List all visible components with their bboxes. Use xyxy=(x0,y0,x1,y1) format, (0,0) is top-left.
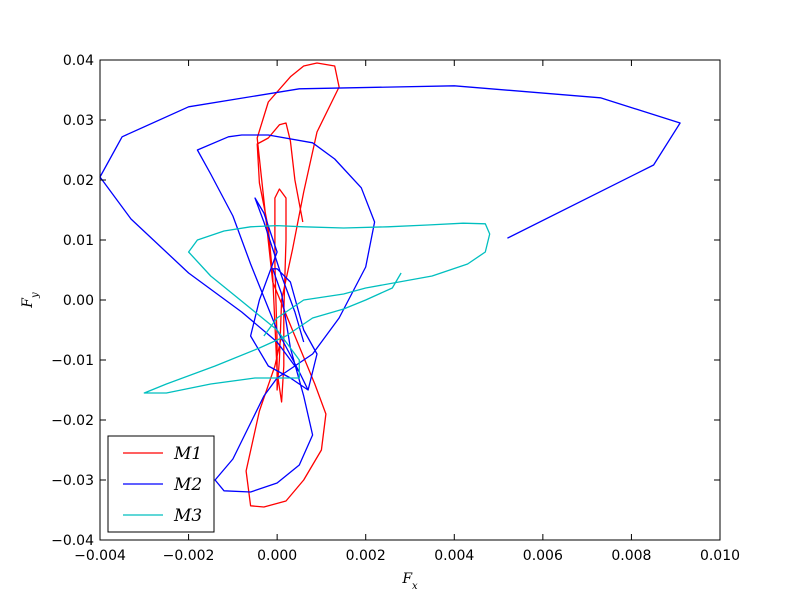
x-tick-label: 0.002 xyxy=(346,548,386,564)
y-tick-label: 0.04 xyxy=(63,53,94,69)
y-tick-label: −0.04 xyxy=(51,533,94,549)
y-tick-label: 0.01 xyxy=(63,233,94,249)
series-line-m3 xyxy=(143,222,491,394)
y-tick-label: −0.03 xyxy=(51,473,94,489)
y-tick-label: 0.02 xyxy=(63,173,94,189)
x-tick-label: 0.008 xyxy=(611,548,651,564)
x-tick-label: 0.010 xyxy=(700,548,740,564)
x-tick-label: −0.004 xyxy=(74,548,126,564)
legend-label-m2: M2 xyxy=(173,475,202,495)
y-tick-label: 0.03 xyxy=(63,113,94,129)
series-line-m1 xyxy=(245,62,340,508)
series-line-m2 xyxy=(99,85,681,493)
x-tick-label: −0.002 xyxy=(163,548,215,564)
y-tick-label: 0.00 xyxy=(63,293,94,309)
y-tick-label: −0.02 xyxy=(51,413,94,429)
ticks-layer: −0.004 −0.002 0.000 0.002 0.004 0.006 0.008 0.0… xyxy=(51,53,740,564)
plot-frame xyxy=(99,59,721,541)
legend: M1 M2 M3 xyxy=(107,435,215,533)
legend-label-m1: M1 xyxy=(173,444,202,464)
y-tick-label: −0.01 xyxy=(51,353,94,369)
legend-label-m3: M3 xyxy=(173,506,202,526)
x-tick-label: 0.004 xyxy=(434,548,474,564)
x-tick-label: 0.000 xyxy=(257,548,297,564)
x-tick-label: 0.006 xyxy=(523,548,563,564)
series-layer xyxy=(99,62,681,508)
